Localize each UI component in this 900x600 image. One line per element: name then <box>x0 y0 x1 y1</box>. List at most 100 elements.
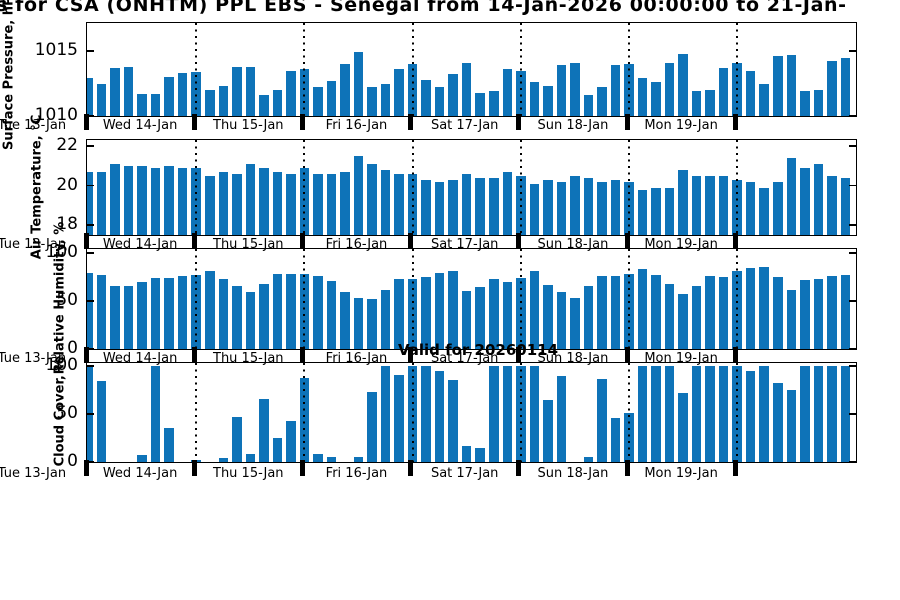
y-tick-mark <box>87 184 94 187</box>
temperature-bar <box>177 167 188 235</box>
y-tick-label: 100 <box>45 242 78 262</box>
day-label: Mon 19-Jan <box>644 466 718 481</box>
cloud-bar <box>556 375 567 462</box>
day-gridline <box>736 363 739 462</box>
temperature-bar <box>759 187 769 235</box>
day-boundary-tick <box>299 460 305 476</box>
humidity-bar <box>434 273 445 349</box>
cloud-bar <box>691 366 702 462</box>
day-boundary-tick <box>83 233 89 249</box>
pressure-bar <box>543 86 553 116</box>
cloud-bar <box>353 457 364 462</box>
day-gridline <box>195 140 198 235</box>
temperature-bar <box>421 179 431 235</box>
pressure-bar <box>529 82 539 116</box>
pressure-bar <box>150 93 161 116</box>
temperature-bar <box>461 173 472 235</box>
humidity-bar <box>773 277 783 349</box>
humidity-bar <box>461 291 472 349</box>
pressure-subplot <box>86 22 857 117</box>
y-tick-mark <box>849 115 856 116</box>
pressure-bar <box>232 66 242 116</box>
y-tick-mark <box>849 348 856 349</box>
humidity-bar <box>272 274 283 349</box>
day-boundary-tick <box>516 347 522 363</box>
pressure-bar <box>448 74 458 116</box>
pressure-bar <box>367 87 377 116</box>
pressure-bar <box>218 86 228 116</box>
pressure-bar <box>421 79 431 116</box>
temperature-bar <box>340 171 350 235</box>
humidity-bar <box>827 276 837 349</box>
cloud-bar <box>759 366 769 462</box>
day-label: Sat 17-Jan <box>430 351 499 366</box>
temperature-bar <box>597 181 607 235</box>
cloud-bar <box>543 399 553 462</box>
temperature-bar <box>637 189 648 235</box>
day-gridline <box>736 249 739 349</box>
pressure-bar <box>137 93 147 116</box>
temperature-bar <box>651 187 661 235</box>
day-gridline <box>519 363 522 462</box>
y-tick-mark <box>87 50 94 52</box>
humidity-bar <box>813 278 823 349</box>
temperature-bar <box>87 171 93 235</box>
temperature-bar <box>556 181 567 235</box>
cloud-bar <box>394 374 404 462</box>
temperature-bar <box>786 157 796 235</box>
humidity-bar <box>759 267 769 349</box>
cloud-bar <box>367 391 377 462</box>
humidity-bar <box>489 278 499 349</box>
day-boundary-tick <box>624 114 630 130</box>
cloud-bar <box>380 366 391 462</box>
cloud-bar <box>313 454 323 462</box>
day-label: Tue 13-Jan <box>0 118 67 133</box>
pressure-bar <box>177 73 188 116</box>
pressure-bar <box>664 62 675 116</box>
humidity-bar <box>367 299 377 349</box>
cloud-bar <box>745 370 756 462</box>
day-boundary-tick <box>83 460 89 476</box>
cloud-bar <box>137 455 147 462</box>
temperature-bar <box>678 169 688 235</box>
humidity-bar <box>651 275 661 349</box>
y-tick-mark <box>87 252 94 254</box>
humidity-bar <box>177 276 188 349</box>
y-tick-mark <box>849 365 856 367</box>
humidity-bar <box>786 289 796 349</box>
temperature-bar <box>583 177 594 235</box>
humidity-bar <box>218 278 228 349</box>
y-tick-label: 50 <box>56 290 78 310</box>
day-gridline <box>519 23 522 116</box>
pressure-bar <box>123 66 134 116</box>
y-tick-mark <box>849 413 856 415</box>
pressure-bar <box>813 90 823 116</box>
pressure-bar <box>272 90 283 116</box>
pressure-bar <box>678 53 688 116</box>
y-tick-mark <box>849 300 856 302</box>
pressure-bar <box>340 64 350 116</box>
pressure-bar <box>353 52 364 116</box>
cloud-bar <box>583 457 594 462</box>
pressure-bar <box>96 83 107 116</box>
pressure-bar <box>773 56 783 116</box>
humidity-bar <box>840 275 851 349</box>
day-boundary-tick <box>191 114 197 130</box>
humidity-bar <box>286 274 296 349</box>
cloud-bar <box>786 390 796 462</box>
day-gridline <box>411 249 414 349</box>
humidity-bar <box>232 285 242 349</box>
day-label: Thu 15-Jan <box>213 237 284 252</box>
y-tick-mark <box>849 50 856 52</box>
humidity-bar <box>326 280 337 349</box>
temperature-bar <box>272 171 283 235</box>
temperature-bar <box>489 177 499 235</box>
pressure-bar <box>718 67 729 116</box>
pressure-bar <box>651 82 661 116</box>
humidity-bar <box>664 283 675 349</box>
cloud-bar <box>773 383 783 462</box>
day-label: Thu 15-Jan <box>213 118 284 133</box>
humidity-bar <box>245 292 255 349</box>
temperature-bar <box>610 179 621 235</box>
humidity-bar <box>678 294 688 349</box>
